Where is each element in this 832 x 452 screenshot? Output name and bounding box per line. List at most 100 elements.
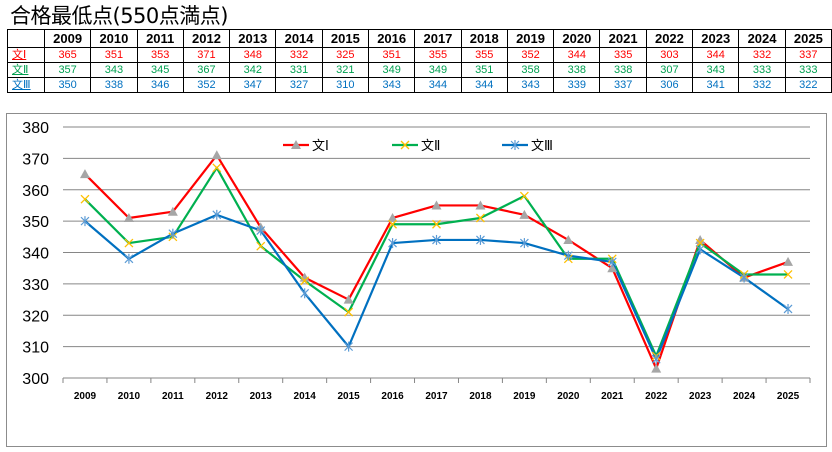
table-year-header: 2021 xyxy=(599,29,647,48)
table-cell: 344 xyxy=(460,77,508,93)
y-tick-label: 370 xyxy=(22,151,49,168)
legend-label: 文Ⅰ xyxy=(312,139,329,154)
data-point xyxy=(124,238,134,248)
data-point xyxy=(783,256,794,266)
table-cell: 327 xyxy=(275,77,323,93)
table-cell: 349 xyxy=(367,62,416,78)
y-tick-label: 300 xyxy=(22,371,49,388)
data-point xyxy=(475,200,486,210)
data-point xyxy=(300,276,310,286)
table-cell: 339 xyxy=(553,77,601,93)
data-point xyxy=(783,303,793,314)
data-point xyxy=(344,307,354,317)
table-cell: 332 xyxy=(275,47,323,63)
data-point xyxy=(212,163,222,173)
legend-label: 文Ⅲ xyxy=(531,139,553,154)
y-tick-label: 350 xyxy=(22,214,49,231)
data-point xyxy=(651,354,661,365)
data-point xyxy=(476,234,485,245)
table-cell: 347 xyxy=(229,77,277,93)
y-tick-label: 310 xyxy=(22,340,49,357)
data-point xyxy=(695,238,705,248)
data-point xyxy=(783,270,793,279)
data-point xyxy=(388,219,398,229)
x-tick-label: 2021 xyxy=(601,391,624,402)
data-point xyxy=(256,225,266,236)
table-row: 文Ⅱ 357 343 345 367 342 331 321 349 349 351 358 338 33… xyxy=(7,62,832,78)
table-cell: 352 xyxy=(182,77,231,93)
data-point xyxy=(299,272,310,282)
table-year-header: 2009 xyxy=(43,29,92,48)
table-header-row: 2009 2010 2011 2012 2013 2014 2015 2016 2017 2018… xyxy=(7,29,832,48)
x-tick-label: 2013 xyxy=(250,391,273,402)
table-cell: 306 xyxy=(645,77,694,93)
data-point xyxy=(432,234,441,245)
legend-marker xyxy=(510,140,520,150)
x-tick-label: 2009 xyxy=(74,391,97,402)
x-tick-label: 2016 xyxy=(381,391,404,402)
x-tick-label: 2020 xyxy=(557,391,580,402)
data-point xyxy=(563,234,574,244)
table-cell: 346 xyxy=(136,77,184,93)
y-tick-label: 340 xyxy=(22,246,49,263)
data-point xyxy=(695,244,705,255)
data-point xyxy=(212,209,222,220)
chart-frame xyxy=(6,113,827,447)
page-title: 合格最低点(550点満点) xyxy=(10,4,228,28)
x-tick-label: 2025 xyxy=(777,391,800,402)
data-point xyxy=(519,209,530,219)
table-cell: 321 xyxy=(321,62,370,78)
data-point xyxy=(123,212,134,222)
legend-label: 文Ⅱ xyxy=(421,139,440,154)
table-cell: 338 xyxy=(90,77,138,93)
data-point xyxy=(387,212,398,222)
series-line-2 xyxy=(84,166,789,358)
table-cell: 367 xyxy=(182,62,231,78)
table-cell: 341 xyxy=(692,77,740,93)
data-point xyxy=(519,191,529,201)
data-point xyxy=(211,150,222,160)
table-cell: 350 xyxy=(43,77,92,93)
y-tick-label: 320 xyxy=(22,308,49,325)
table-year-header: 2015 xyxy=(321,29,370,48)
x-tick-label: 2010 xyxy=(118,391,141,402)
table-year-header: 2018 xyxy=(460,29,508,48)
table-cell: 338 xyxy=(599,62,647,78)
data-point xyxy=(607,263,618,273)
table-cell: 343 xyxy=(506,77,555,93)
table-cell: 344 xyxy=(414,77,462,93)
data-point xyxy=(475,213,485,223)
y-tick-label: 380 xyxy=(22,120,49,137)
table-cell: 357 xyxy=(43,62,92,78)
x-tick-label: 2024 xyxy=(733,391,756,402)
series-line-1 xyxy=(84,154,789,370)
data-point xyxy=(695,234,706,244)
x-tick-label: 2014 xyxy=(294,391,317,402)
data-point xyxy=(168,228,178,239)
table-cell: 333 xyxy=(784,62,832,78)
data-point xyxy=(343,294,354,304)
table-cell: 332 xyxy=(738,77,786,93)
table-cell: 337 xyxy=(599,77,647,93)
data-point xyxy=(431,200,442,210)
x-tick-label: 2018 xyxy=(469,391,492,402)
table-year-header: 2010 xyxy=(90,29,138,48)
data-point xyxy=(607,256,617,267)
x-tick-label: 2017 xyxy=(425,391,448,402)
data-point xyxy=(124,253,134,264)
x-tick-label: 2019 xyxy=(513,391,536,402)
data-point xyxy=(388,238,397,249)
data-point xyxy=(300,288,310,299)
table-year-header: 2017 xyxy=(414,29,462,48)
data-point xyxy=(651,363,662,373)
legend-marker xyxy=(400,140,410,150)
table-cell: 322 xyxy=(784,77,832,93)
table-row: 文Ⅰ 365 351 353 371 348 332 325 351 355 355 352 344 33… xyxy=(7,47,832,63)
x-tick-label: 2023 xyxy=(689,391,712,402)
data-point xyxy=(80,216,90,227)
table-year-header: 2013 xyxy=(229,29,277,48)
table-year-header: 2012 xyxy=(182,29,231,48)
table-year-header: 2022 xyxy=(645,29,694,48)
table-row: 文Ⅲ 350 338 346 352 347 327 310 343 344 344 343 339 33… xyxy=(7,77,832,93)
